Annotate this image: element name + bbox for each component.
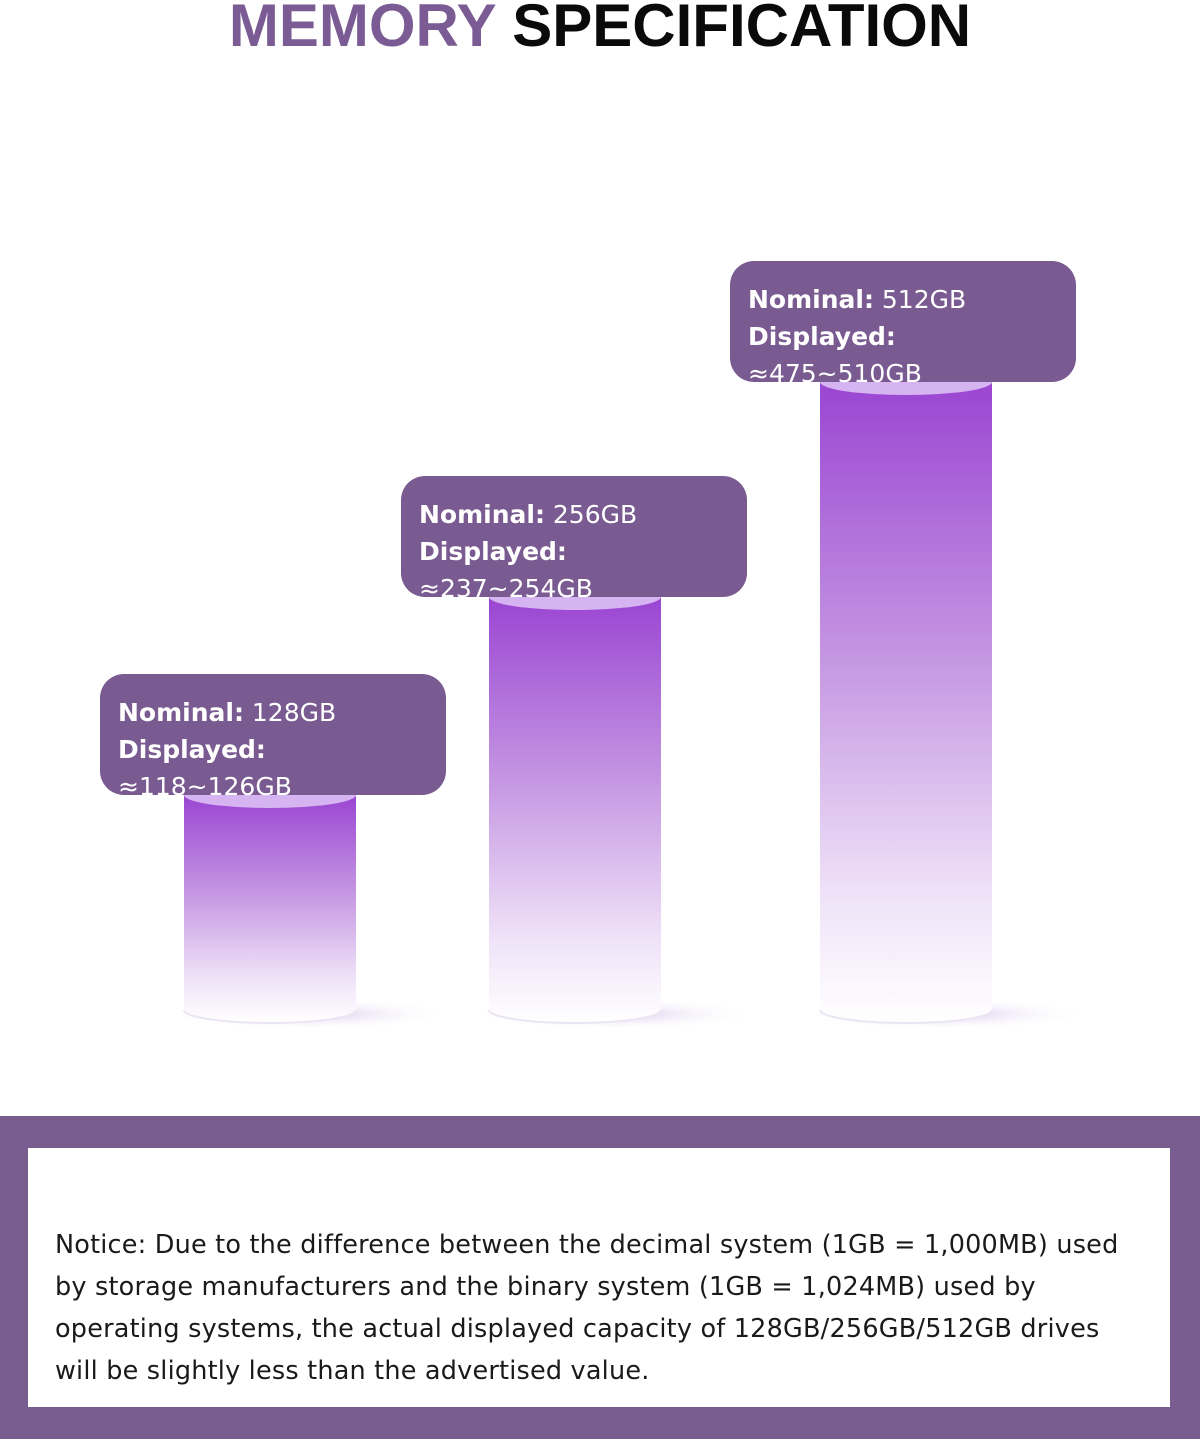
displayed-value: ≈475~510GB bbox=[748, 359, 922, 388]
notice-text: Notice: Due to the difference between th… bbox=[55, 1230, 1119, 1386]
bar-512gb bbox=[820, 382, 992, 1023]
notice-box: Notice: Due to the difference between th… bbox=[28, 1148, 1170, 1407]
displayed-value: ≈237~254GB bbox=[419, 574, 593, 603]
title-word-memory: MEMORY bbox=[228, 0, 496, 59]
bar-label-512gb: Nominal: 512GB Displayed: ≈475~510GB bbox=[730, 261, 1076, 388]
notice-panel: Notice: Due to the difference between th… bbox=[0, 1116, 1200, 1439]
bar-base-128gb bbox=[183, 1009, 357, 1024]
bar-128gb bbox=[184, 795, 356, 1023]
nominal-line: Nominal: 512GB bbox=[748, 281, 1076, 318]
bar-256gb bbox=[489, 597, 661, 1023]
nominal-line: Nominal: 128GB bbox=[118, 694, 446, 731]
bar-base-512gb bbox=[819, 1009, 993, 1024]
bar-base-256gb bbox=[488, 1009, 662, 1024]
nominal-value: 512GB bbox=[873, 285, 967, 314]
displayed-line: Displayed: ≈237~254GB bbox=[419, 533, 747, 607]
displayed-line: Displayed: ≈475~510GB bbox=[748, 318, 1076, 392]
nominal-line: Nominal: 256GB bbox=[419, 496, 747, 533]
bar-label-128gb: Nominal: 128GB Displayed: ≈118~126GB bbox=[100, 674, 446, 801]
displayed-label: Displayed: bbox=[419, 537, 567, 566]
nominal-label: Nominal: bbox=[419, 500, 545, 529]
nominal-value: 256GB bbox=[544, 500, 638, 529]
nominal-value: 128GB bbox=[243, 698, 337, 727]
nominal-label: Nominal: bbox=[748, 285, 874, 314]
displayed-label: Displayed: bbox=[118, 735, 266, 764]
nominal-label: Nominal: bbox=[118, 698, 244, 727]
displayed-line: Displayed: ≈118~126GB bbox=[118, 731, 446, 805]
displayed-label: Displayed: bbox=[748, 322, 896, 351]
page-title: MEMORY SPECIFICATION bbox=[0, 0, 1200, 66]
bar-label-256gb: Nominal: 256GB Displayed: ≈237~254GB bbox=[401, 476, 747, 603]
title-word-specification: SPECIFICATION bbox=[512, 0, 972, 59]
displayed-value: ≈118~126GB bbox=[118, 772, 292, 801]
